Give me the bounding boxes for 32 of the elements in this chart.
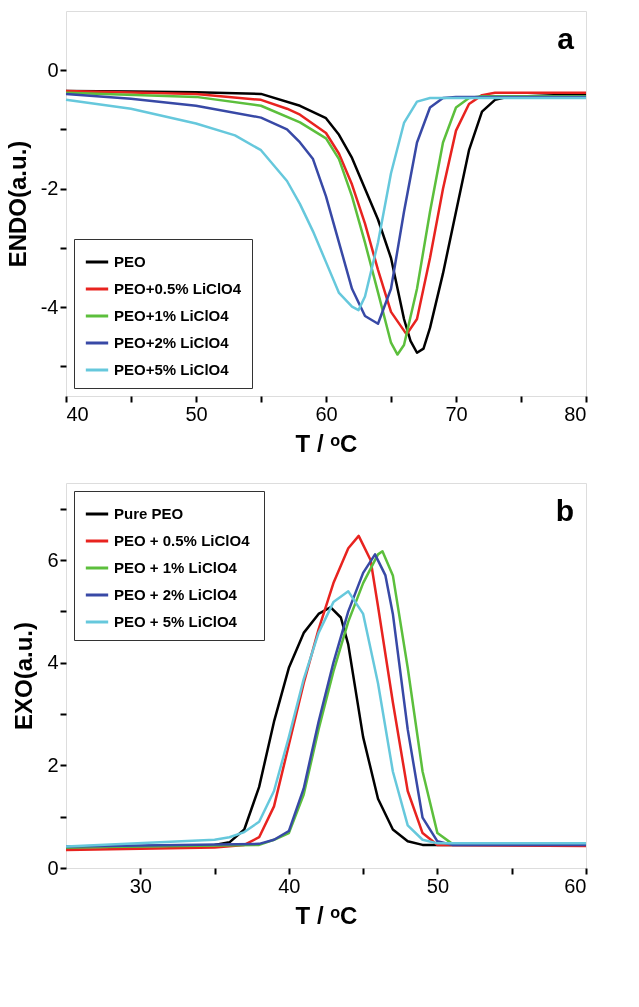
y-tick-label: -2 [40, 177, 59, 200]
legend-label: PEO+0.5% LiClO4 [114, 280, 242, 297]
x-tick-label: 60 [315, 402, 338, 425]
x-tick-label: 80 [564, 402, 587, 425]
y-tick-label: 4 [47, 651, 59, 674]
annotation: a [557, 22, 575, 55]
legend-label: PEO+1% LiClO4 [114, 307, 230, 324]
x-tick-label: 70 [445, 402, 468, 425]
annotation: b [555, 494, 574, 527]
y-tick-label: 0 [47, 58, 59, 81]
legend-label: Pure PEO [114, 505, 184, 522]
x-tick-label: 50 [185, 402, 208, 425]
legend-label: PEO [114, 253, 147, 270]
legend-label: PEO + 5% LiClO4 [114, 613, 238, 630]
x-tick-label: 50 [426, 874, 450, 897]
x-axis-title: T / ᵒC [295, 429, 358, 457]
y-axis-title: ENDO(a.u.) [3, 140, 31, 268]
x-tick-label: 60 [564, 874, 587, 897]
y-axis-title: EXO(a.u.) [10, 621, 38, 731]
y-tick-label: 0 [47, 856, 59, 879]
legend-label: PEO + 0.5% LiClO4 [114, 532, 251, 549]
x-tick-label: 40 [66, 402, 89, 425]
y-tick-label: 2 [47, 753, 59, 776]
y-tick-label: -4 [40, 295, 59, 318]
x-tick-label: 30 [129, 874, 152, 897]
y-tick-label: 6 [47, 548, 59, 571]
x-tick-label: 40 [278, 874, 301, 897]
legend-label: PEO + 2% LiClO4 [114, 586, 238, 603]
legend-label: PEO+5% LiClO4 [114, 361, 230, 378]
x-axis-title: T / ᵒC [295, 901, 358, 929]
legend-label: PEO+2% LiClO4 [114, 334, 230, 351]
legend-label: PEO + 1% LiClO4 [114, 559, 238, 576]
